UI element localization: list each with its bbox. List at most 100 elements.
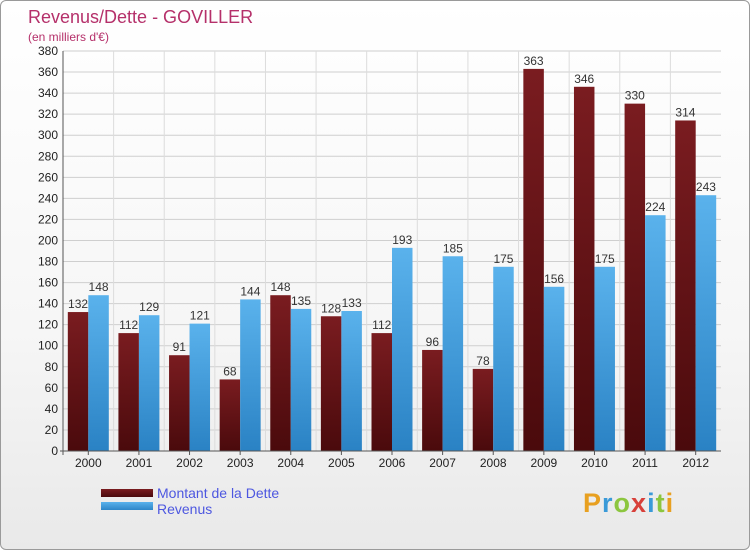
y-tick-label: 60 [45,381,59,395]
chart-subtitle: (en milliers d'€) [28,30,109,44]
y-tick-label: 300 [38,128,58,142]
logo-letter: i [647,488,656,518]
x-tick-label: 2001 [126,456,153,470]
y-tick-label: 280 [38,149,58,163]
revenus-bar [189,323,211,451]
dette-bar [118,333,139,451]
dette-bar [320,316,342,451]
revenus-bar [392,247,413,451]
x-tick-label: 2000 [75,456,102,470]
x-tick-label: 2005 [328,456,355,470]
logo-letter: t [655,488,666,518]
x-tick-label: 2007 [429,456,456,470]
data-label: 314 [675,105,695,119]
revenus-bar [695,195,717,451]
dette-bar [371,333,392,451]
x-tick-label: 2006 [379,456,406,470]
data-label: 68 [223,364,237,378]
y-tick-label: 220 [38,212,58,226]
dette-bar [472,368,494,451]
axes: 0 20 40 60 80 100 120 140 160 180 200 220 240 260 280 3… [38,44,721,470]
y-tick-label: 320 [38,107,58,121]
y-tick-label: 360 [38,65,58,79]
logo-letter: P [583,488,603,518]
data-label: 133 [342,296,362,310]
y-tick-label: 260 [38,170,58,184]
y-tick-label: 240 [38,191,58,205]
data-label: 96 [426,335,440,349]
chart-title: Revenus/Dette - GOVILLER [28,7,254,27]
data-label: 363 [524,54,544,68]
data-label: 156 [544,272,564,286]
x-tick-label: 2002 [176,456,203,470]
data-label: 121 [190,309,210,323]
x-tick-label: 2009 [530,456,557,470]
y-tick-label: 380 [38,44,58,58]
dette-bar [624,103,646,451]
proxiti-logo: Proxiti [583,488,674,519]
data-label: 148 [89,280,109,294]
data-label: 175 [595,252,615,266]
y-tick-label: 100 [38,339,58,353]
y-tick-label: 40 [45,402,59,416]
data-label: 112 [372,318,391,332]
data-label: 185 [443,241,463,255]
data-label: 330 [625,89,645,103]
data-label: 243 [696,180,716,194]
revenus-bar [594,266,615,451]
logo-letter: r [602,488,614,518]
y-tick-label: 0 [51,444,58,458]
dette-bar [270,295,291,451]
revenus-bar [341,311,362,451]
revenus-bar [88,295,109,451]
data-label: 144 [240,284,260,298]
dette-bar [675,120,696,451]
data-label: 224 [645,200,665,214]
logo-letter: i [665,488,675,518]
legend-swatch-revenus [101,502,153,510]
dette-bar [523,68,544,451]
revenus-bar [240,299,261,451]
y-tick-label: 120 [38,318,58,332]
data-label: 129 [139,300,159,314]
dette-bar [573,86,595,451]
y-tick-label: 20 [45,423,59,437]
dette-bar [169,355,190,451]
data-label: 132 [68,297,88,311]
data-label: 128 [321,301,341,315]
data-label: 78 [476,354,490,368]
x-tick-label: 2011 [632,456,658,470]
revenus-bar [543,286,565,451]
x-tick-label: 2008 [480,456,507,470]
revenus-bar [645,215,666,451]
data-label: 112 [119,318,138,332]
legend-label-dette: Montant de la Dette [157,485,280,501]
revenus-bar [493,266,514,451]
revenus-bar [290,308,312,451]
y-tick-label: 200 [38,233,58,247]
dette-bar [422,349,443,451]
revenus-bar [442,256,464,451]
logo-letter: x [631,488,648,518]
x-tick-label: 2003 [227,456,254,470]
y-tick-label: 160 [38,276,58,290]
data-label: 148 [271,280,291,294]
legend-swatch-dette [101,489,153,497]
data-label: 175 [493,252,513,266]
data-label: 135 [291,294,311,308]
data-label: 346 [574,72,594,86]
x-tick-label: 2010 [581,456,608,470]
revenus-bar [138,315,160,451]
y-tick-label: 340 [38,86,58,100]
x-tick-label: 2012 [682,456,709,470]
y-tick-label: 180 [38,255,58,269]
bars [67,68,717,451]
legend-label-revenus: Revenus [157,501,213,517]
logo-letter: o [613,488,632,518]
y-tick-label: 80 [45,360,59,374]
data-label: 193 [392,233,412,247]
dette-bar [67,312,89,451]
data-label: 91 [173,340,187,354]
